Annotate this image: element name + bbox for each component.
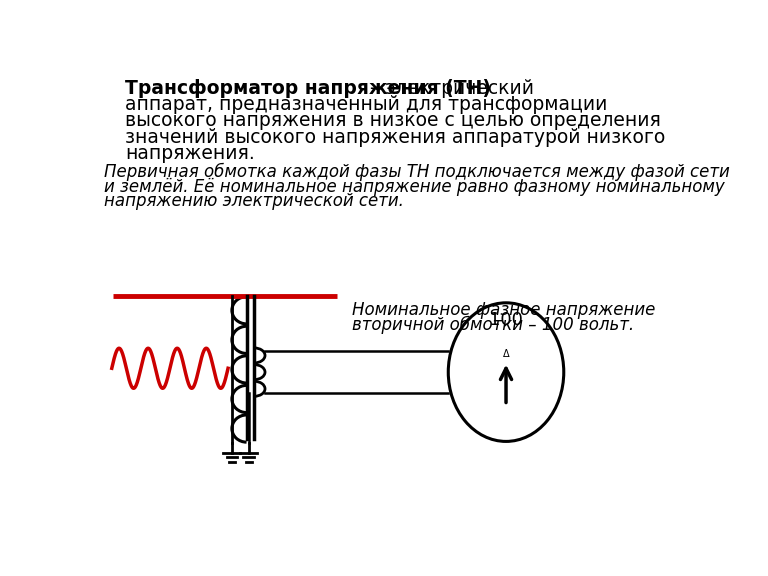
- Text: и землёй. Её номинальное напряжение равно фазному номинальному: и землёй. Её номинальное напряжение равн…: [104, 177, 725, 196]
- Text: аппарат, предназначенный для трансформации: аппарат, предназначенный для трансформац…: [125, 95, 607, 114]
- Text: Δ: Δ: [503, 348, 509, 359]
- Text: – электрический: – электрический: [363, 79, 534, 98]
- Text: напряжения.: напряжения.: [125, 144, 255, 163]
- Text: высокого напряжения в низкое с целью определения: высокого напряжения в низкое с целью опр…: [125, 112, 660, 131]
- Text: вторичной обмотки – 100 вольт.: вторичной обмотки – 100 вольт.: [352, 316, 634, 334]
- Ellipse shape: [449, 303, 564, 441]
- Text: Первичная обмотка каждой фазы ТН подключается между фазой сети: Первичная обмотка каждой фазы ТН подключ…: [104, 163, 730, 181]
- Text: Трансформатор напряжения (ТН): Трансформатор напряжения (ТН): [125, 79, 491, 98]
- Text: 100: 100: [489, 311, 523, 329]
- Text: Номинальное фазное напряжение: Номинальное фазное напряжение: [352, 301, 655, 319]
- Text: напряжению электрической сети.: напряжению электрической сети.: [104, 192, 404, 210]
- Text: значений высокого напряжения аппаратурой низкого: значений высокого напряжения аппаратурой…: [125, 128, 665, 147]
